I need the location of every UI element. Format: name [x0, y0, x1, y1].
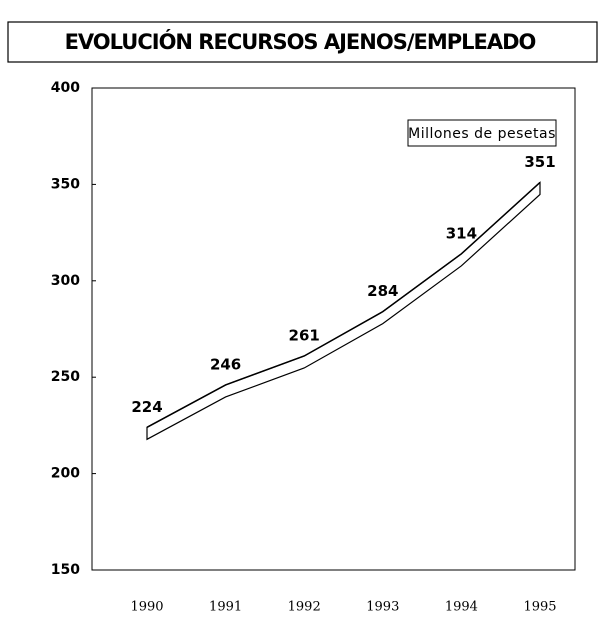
x-tick-label: 1995 [523, 600, 556, 615]
unit-box [407, 119, 557, 147]
value-label: 224 [131, 398, 162, 416]
x-tick-label: 1990 [130, 600, 163, 615]
x-tick-label: 1994 [445, 600, 478, 615]
y-tick-label: 250 [51, 369, 80, 385]
y-tick-label: 300 [51, 273, 80, 289]
y-tick-label: 150 [51, 562, 80, 578]
line [146, 181, 541, 428]
x-tick-label: 1991 [209, 600, 242, 615]
title-box [7, 21, 598, 63]
value-label: 284 [367, 282, 398, 300]
value-label: 261 [289, 326, 320, 344]
unit-label: Millones de pesetas [408, 126, 556, 142]
value-label: 246 [210, 355, 241, 373]
chart-title: EVOLUCIÓN RECURSOS AJENOS/EMPLEADO [65, 29, 536, 54]
ribbon [146, 181, 541, 441]
y-tick-label: 200 [51, 466, 80, 482]
value-label: 314 [446, 224, 477, 242]
value-label: 351 [524, 153, 555, 171]
x-tick-label: 1992 [288, 600, 321, 615]
x-tick-label: 1993 [366, 600, 399, 615]
y-tick-label: 350 [51, 176, 80, 192]
y-tick-label: 400 [51, 80, 80, 96]
plot-frame [91, 87, 576, 571]
